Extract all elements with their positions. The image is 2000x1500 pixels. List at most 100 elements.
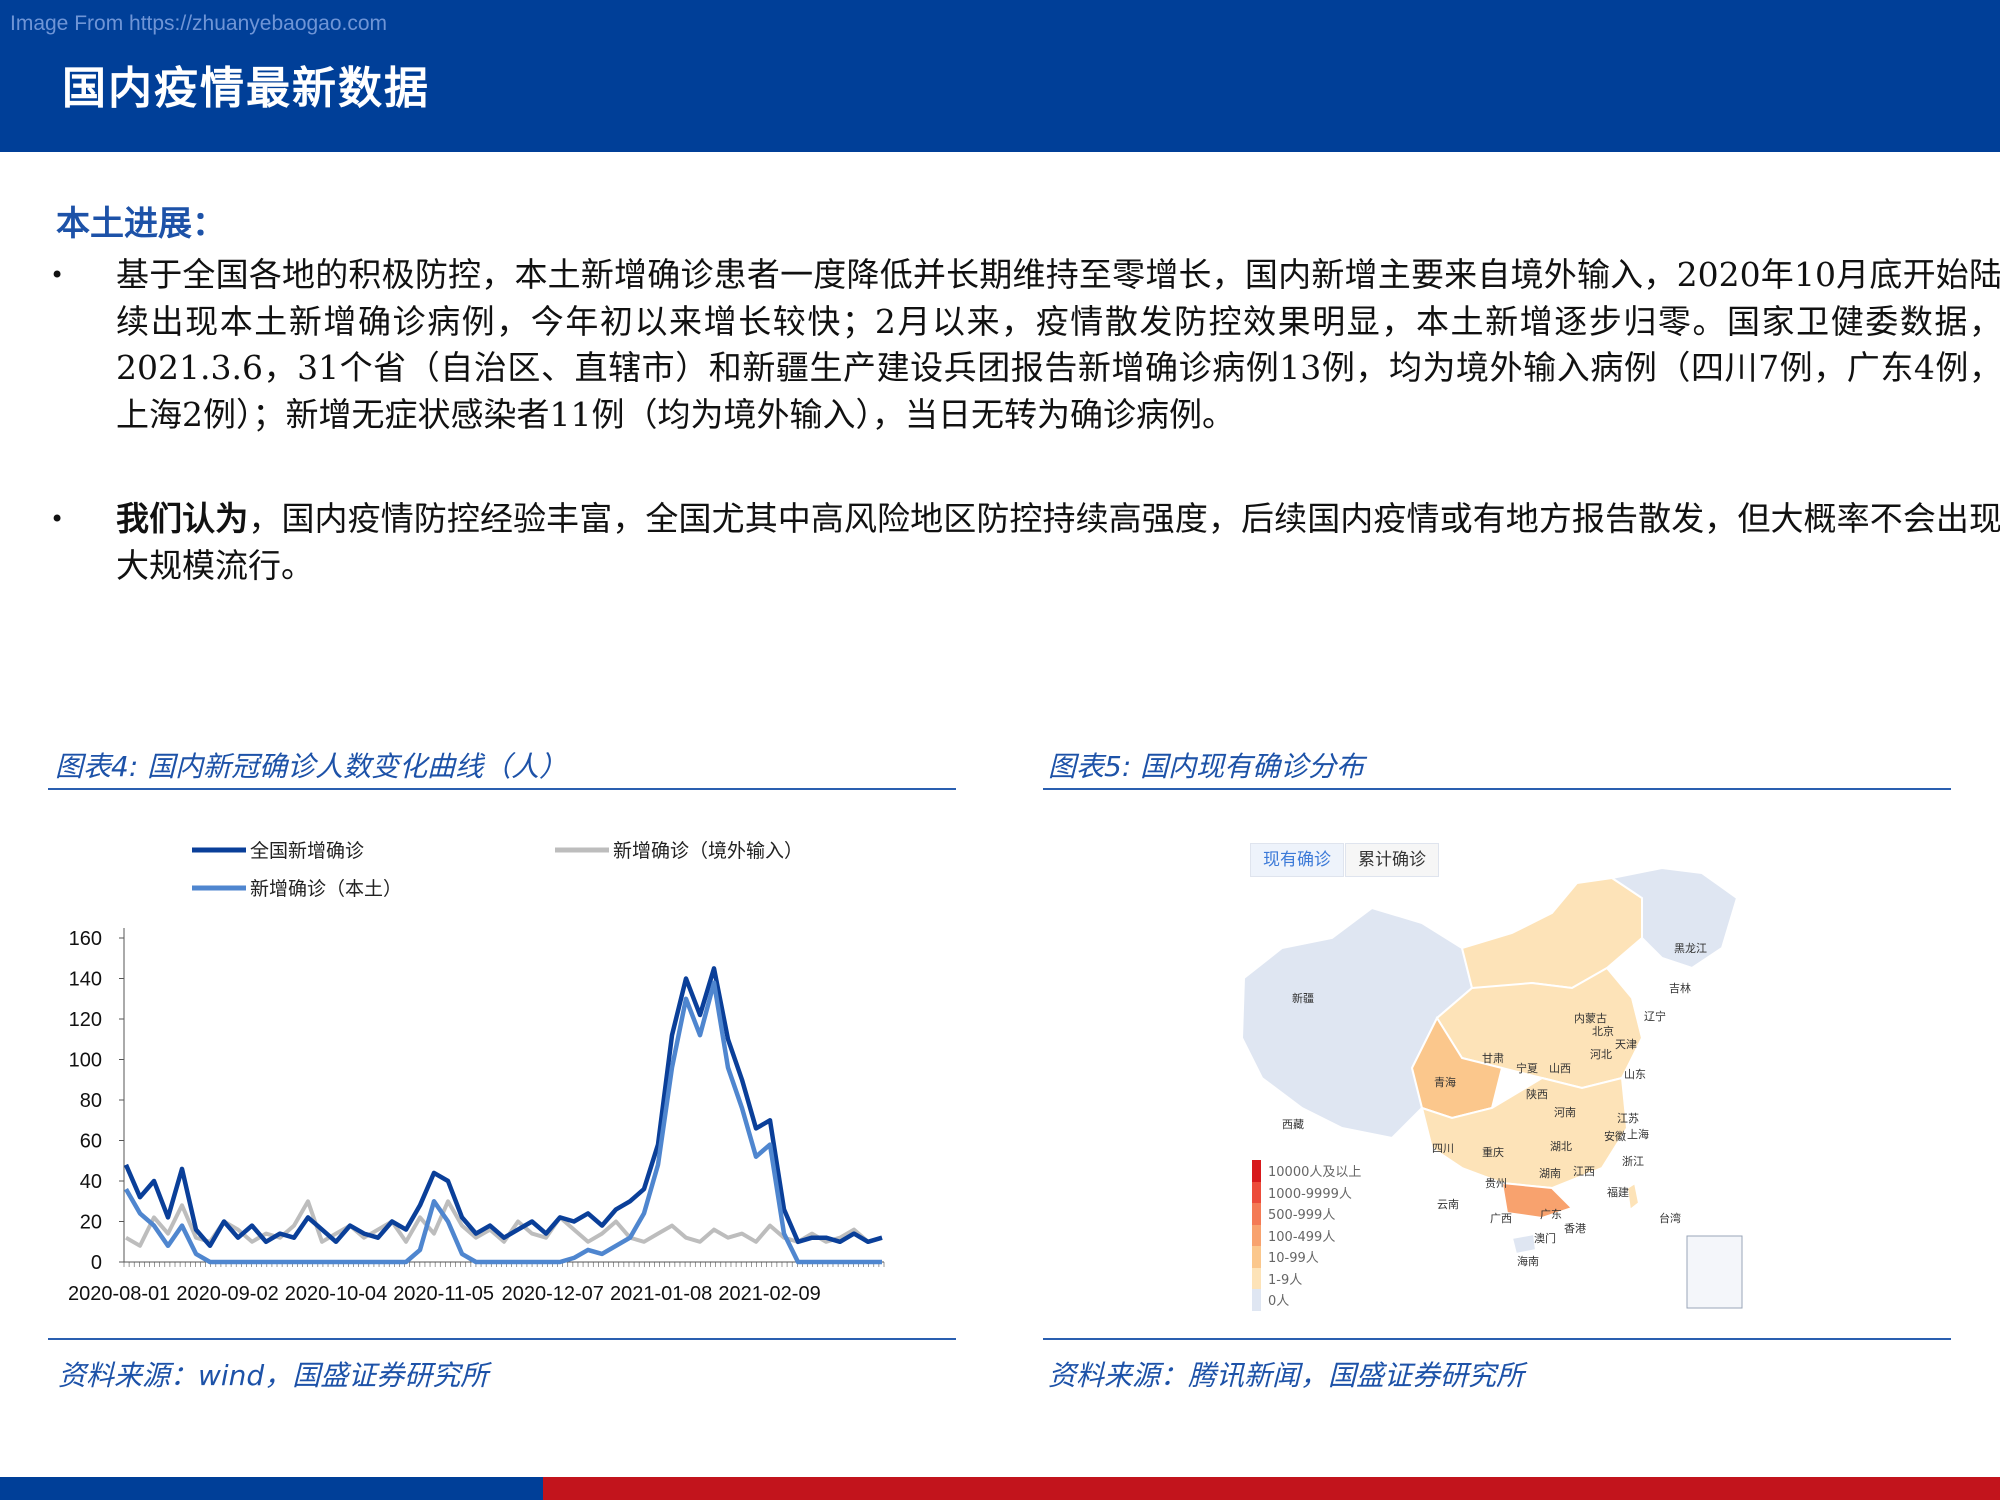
chart-legend: 全国新增确诊 新增确诊（境外输入） 新增确诊（本土）	[192, 840, 803, 900]
legend-swatch	[1252, 1203, 1261, 1225]
x-tick-label: 2020-11-05	[393, 1283, 494, 1305]
province-label: 台湾	[1659, 1212, 1681, 1225]
x-tick-label: 2021-01-08	[610, 1283, 712, 1305]
tab-cumulative-confirmed[interactable]: 累计确诊	[1345, 843, 1439, 877]
legend-row: 500-999人	[1252, 1203, 1361, 1225]
province-label: 浙江	[1622, 1155, 1644, 1168]
china-map	[1240, 866, 1743, 1309]
province-label: 黑龙江	[1674, 942, 1707, 955]
legend-swatch	[1252, 1160, 1261, 1182]
map-region-northeast	[1609, 866, 1739, 970]
figure4-caption: 图表4: 国内新冠确诊人数变化曲线（人）	[55, 750, 568, 783]
page-title: 国内疫情最新数据	[62, 63, 430, 114]
figure4-bottom-rule	[48, 1338, 956, 1340]
legend-label: 1000-9999人	[1268, 1186, 1352, 1202]
province-label: 江西	[1573, 1165, 1595, 1178]
legend-swatch	[1252, 1267, 1261, 1289]
figure5-bottom-rule	[1043, 1338, 1951, 1340]
y-tick-label: 100	[69, 1050, 102, 1072]
map-region-north	[1460, 876, 1643, 990]
map-region-hainan	[1510, 1232, 1538, 1256]
x-tick-label: 2021-02-09	[718, 1283, 820, 1305]
legend-row: 100-499人	[1252, 1224, 1361, 1246]
x-tick-label: 2020-08-01	[68, 1283, 170, 1305]
province-label: 山西	[1549, 1062, 1571, 1075]
province-label: 湖南	[1539, 1167, 1561, 1180]
series-line	[124, 980, 882, 1265]
province-label: 上海	[1627, 1128, 1649, 1141]
legend-label: 1-9人	[1268, 1272, 1303, 1288]
province-label: 四川	[1432, 1142, 1454, 1155]
legend-label: 10-99人	[1268, 1251, 1319, 1267]
bullet-body: ，国内疫情防控经验丰富，全国尤其中高风险地区防控持续高强度，后续国内疫情或有地方…	[116, 499, 2000, 585]
x-tick-label: 2020-10-04	[285, 1283, 387, 1305]
bullet-dot: •	[50, 261, 65, 289]
legend-row: 1-9人	[1252, 1267, 1361, 1289]
province-label: 河南	[1554, 1106, 1576, 1119]
y-tick-label: 60	[80, 1131, 102, 1153]
province-label: 西藏	[1282, 1118, 1304, 1131]
province-label: 香港	[1564, 1222, 1586, 1235]
legend-swatch	[1252, 1224, 1261, 1246]
y-tick-label: 20	[80, 1212, 102, 1234]
figure5-top-rule	[1043, 788, 1951, 790]
map-region-taiwan	[1625, 1181, 1641, 1212]
legend-label: 全国新增确诊	[250, 840, 364, 862]
legend-row: 0人	[1252, 1289, 1361, 1311]
y-tick-label: 120	[69, 1009, 102, 1031]
province-label: 辽宁	[1644, 1010, 1666, 1023]
chart-axes: 0 20 40 60 80 100 120 140 160 2020-08-01 2020-09-0…	[68, 928, 885, 1305]
province-label: 安徽	[1604, 1130, 1626, 1143]
line-chart: 全国新增确诊 新增确诊（境外输入） 新增确诊（本土） 0 20 40 60 80 100 120…	[68, 840, 885, 1305]
legend-row: 1000-9999人	[1252, 1181, 1361, 1203]
province-label: 陕西	[1526, 1088, 1548, 1101]
province-label: 天津	[1615, 1038, 1637, 1051]
series-line	[124, 1199, 883, 1248]
bullet-dot: •	[50, 505, 65, 533]
map-region-south	[1420, 1076, 1629, 1190]
legend-label: 500-999人	[1268, 1208, 1336, 1224]
province-label: 北京	[1592, 1025, 1614, 1038]
y-tick-label: 40	[80, 1171, 102, 1193]
legend-row: 10000人及以上	[1252, 1160, 1361, 1182]
legend-swatch	[1252, 1246, 1261, 1268]
province-label: 重庆	[1482, 1146, 1504, 1159]
watermark-text: Image From https://zhuanyebaogao.com	[10, 12, 388, 35]
legend-label: 新增确诊（境外输入）	[613, 840, 803, 862]
south-china-sea-inset	[1686, 1235, 1743, 1309]
province-label: 贵州	[1485, 1177, 1507, 1190]
bullet-lead: 我们认为	[116, 499, 249, 538]
legend-swatch	[1252, 1289, 1261, 1311]
figure5-source: 资料来源：腾讯新闻，国盛证券研究所	[1048, 1359, 1525, 1392]
province-label: 甘肃	[1482, 1052, 1504, 1065]
footer-bar-blue	[0, 1477, 543, 1500]
tab-current-confirmed[interactable]: 现有确诊	[1250, 843, 1344, 877]
header-bar: Image From https://zhuanyebaogao.com 国内疫…	[0, 0, 2000, 152]
province-label: 山东	[1624, 1068, 1646, 1081]
map-legend: 10000人及以上 1000-9999人 500-999人 100-499人 1…	[1252, 1160, 1361, 1311]
legend-swatch	[1252, 1181, 1261, 1203]
y-tick-label: 160	[69, 928, 102, 950]
bullet-text: 我们认为，国内疫情防控经验丰富，全国尤其中高风险地区防控持续高强度，后续国内疫情…	[116, 496, 2000, 589]
province-label: 广东	[1540, 1208, 1562, 1221]
y-tick-label: 80	[80, 1090, 102, 1112]
china-map-panel: 现有确诊 累计确诊 10000人及以上 1000-9999人 500-999人 …	[1222, 838, 1772, 1320]
province-label: 新疆	[1292, 992, 1314, 1005]
province-label: 广西	[1490, 1212, 1512, 1225]
figure4-top-rule	[48, 788, 956, 790]
province-label: 福建	[1607, 1186, 1629, 1199]
legend-label: 100-499人	[1268, 1229, 1336, 1245]
x-tick-label: 2020-09-02	[176, 1283, 278, 1305]
province-label: 海南	[1517, 1255, 1539, 1268]
province-label: 吉林	[1669, 982, 1691, 995]
y-tick-label: 140	[69, 969, 102, 991]
province-label: 澳门	[1534, 1232, 1556, 1245]
province-label: 青海	[1434, 1076, 1456, 1089]
province-label: 江苏	[1617, 1112, 1639, 1125]
province-label: 河北	[1590, 1048, 1612, 1061]
chart-series	[123, 966, 883, 1265]
province-label: 内蒙古	[1574, 1012, 1607, 1025]
y-tick-label: 0	[91, 1252, 102, 1274]
figure5-caption: 图表5: 国内现有确诊分布	[1048, 750, 1365, 783]
map-region-guangdong	[1500, 1181, 1574, 1220]
